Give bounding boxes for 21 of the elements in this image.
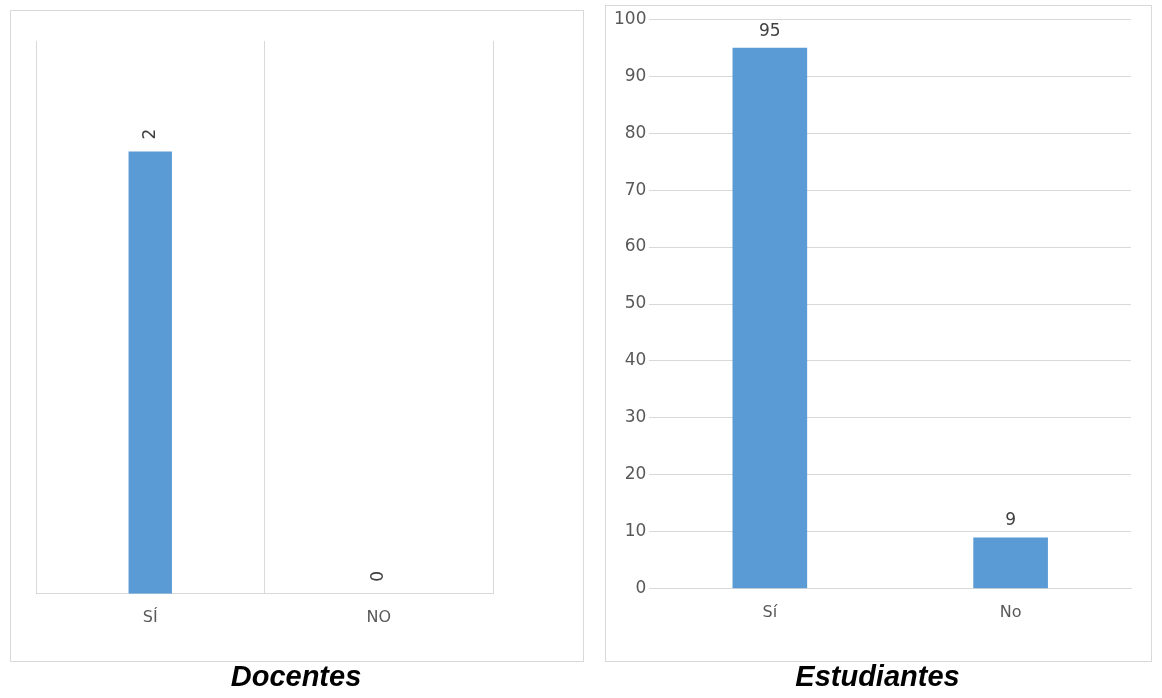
y-tick-label: 100 xyxy=(613,7,647,28)
y-tick-label: 40 xyxy=(624,349,647,370)
y-tick-label: 90 xyxy=(624,64,647,85)
y-tick-label: 10 xyxy=(624,520,647,541)
x-tick-label: NO xyxy=(366,606,392,626)
y-tick-label: 30 xyxy=(624,406,647,427)
y-tick-label: 0 xyxy=(635,577,647,598)
data-label: 9 xyxy=(1005,509,1017,530)
text: Docentes xyxy=(229,660,363,693)
y-tick-label: 20 xyxy=(624,463,647,484)
data-label: 2 xyxy=(138,128,159,140)
y-tick-label: 60 xyxy=(624,235,647,256)
text: Estudiantes xyxy=(794,660,961,693)
data-label: 0 xyxy=(367,570,388,582)
data-label: 95 xyxy=(759,19,781,40)
x-tick-label: SÍ xyxy=(142,606,158,626)
x-tick-label: Sí xyxy=(762,601,778,621)
x-tick-label: No xyxy=(999,601,1022,621)
y-tick-label: 80 xyxy=(624,121,647,142)
y-tick-label: 50 xyxy=(624,292,647,313)
y-tick-label: 70 xyxy=(624,178,647,199)
